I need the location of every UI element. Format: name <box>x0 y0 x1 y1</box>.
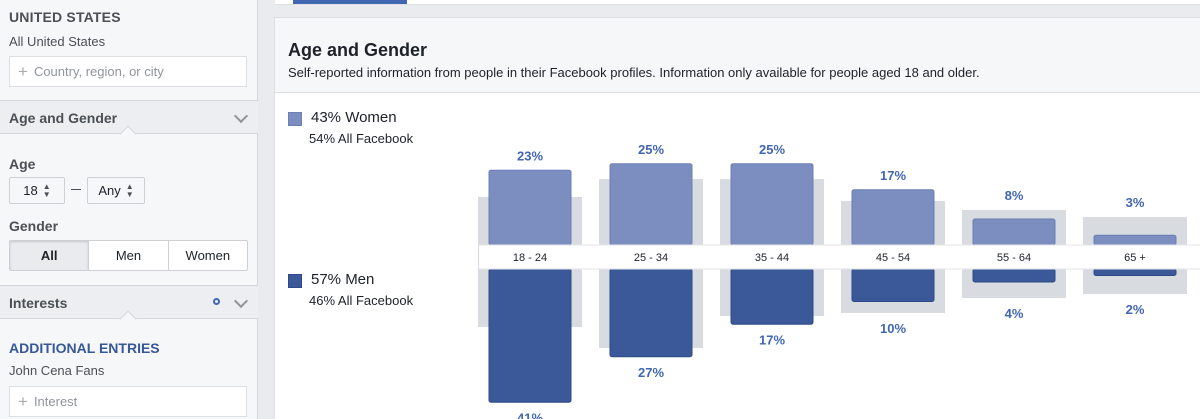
men-percent-label: 57% Men <box>311 271 375 288</box>
age-range-dash <box>71 189 81 190</box>
location-input-placeholder: Country, region, or city <box>33 64 164 79</box>
location-input[interactable]: + Country, region, or city <box>9 56 247 87</box>
divider <box>0 285 258 286</box>
chevron-down-icon[interactable] <box>233 293 249 309</box>
men-value-label: 10% <box>880 321 906 336</box>
men-bar <box>488 268 572 403</box>
age-min-value: 18 <box>23 183 38 198</box>
women-all-facebook-label: 54% All Facebook <box>309 131 414 146</box>
women-bar <box>730 163 814 246</box>
category-tick-label: 35 - 44 <box>755 252 789 264</box>
gender-label: Gender <box>9 218 59 234</box>
gender-segmented-control: All Men Women <box>9 240 248 271</box>
category-tick-label: 65 + <box>1124 252 1146 264</box>
women-value-label: 25% <box>638 142 664 157</box>
men-bar <box>851 268 935 302</box>
divider <box>0 100 258 101</box>
category-strip <box>479 245 1200 269</box>
interest-input[interactable]: + Interest <box>9 386 247 417</box>
card-title: Age and Gender <box>288 40 428 60</box>
men-value-label: 41% <box>517 410 543 419</box>
women-bar <box>1093 234 1177 246</box>
age-gender-card: Age and Gender Self-reported information… <box>274 17 1200 419</box>
active-tab-indicator[interactable] <box>293 0 407 4</box>
info-icon[interactable] <box>213 298 220 305</box>
card-subtitle: Self-reported information from people in… <box>288 65 980 80</box>
age-gender-header-label: Age and Gender <box>9 110 118 126</box>
women-swatch <box>288 112 302 126</box>
category-tick-label: 55 - 64 <box>997 252 1031 264</box>
category-tick-label: 18 - 24 <box>513 252 547 264</box>
category-tick-label: 25 - 34 <box>634 252 668 264</box>
updown-arrow-icon: ▲ ▼ <box>125 181 134 199</box>
women-bar <box>972 218 1056 246</box>
men-bar <box>730 268 814 325</box>
men-value-label: 4% <box>1005 306 1024 321</box>
category-tick-label: 45 - 54 <box>876 252 910 264</box>
age-min-select[interactable]: 18 ▲ ▼ <box>9 177 65 204</box>
location-title: UNITED STATES <box>9 9 121 25</box>
women-bar <box>488 169 572 246</box>
women-bar <box>609 163 693 246</box>
targeting-sidebar: UNITED STATES All United States + Countr… <box>0 0 258 419</box>
men-bar <box>972 268 1056 283</box>
men-all-facebook-label: 46% All Facebook <box>309 293 414 308</box>
plus-icon: + <box>18 62 28 81</box>
plus-icon: + <box>18 392 28 411</box>
chevron-down-icon[interactable] <box>233 108 249 124</box>
age-label: Age <box>9 156 36 172</box>
age-max-select[interactable]: Any ▲ ▼ <box>87 177 145 204</box>
women-value-label: 3% <box>1126 195 1145 210</box>
men-swatch <box>288 274 302 288</box>
women-value-label: 8% <box>1005 188 1024 203</box>
men-bar <box>609 268 693 358</box>
location-subtitle: All United States <box>9 34 106 49</box>
gender-women-button[interactable]: Women <box>167 241 247 270</box>
men-value-label: 17% <box>759 332 785 347</box>
age-max-value: Any <box>98 183 121 198</box>
interests-header-label: Interests <box>9 295 68 311</box>
tab-strip <box>275 0 1200 5</box>
men-value-label: 2% <box>1126 302 1145 317</box>
gender-men-button[interactable]: Men <box>88 241 167 270</box>
card-header: Age and Gender Self-reported information… <box>275 18 1200 93</box>
women-value-label: 25% <box>759 142 785 157</box>
men-bar <box>1093 268 1177 276</box>
updown-arrow-icon: ▲ ▼ <box>42 181 51 199</box>
age-gender-chart: 18 - 24 23% 41% 25 - 34 25% 27% 35 - 44 25% 17% 4… <box>478 142 1200 419</box>
interest-input-placeholder: Interest <box>33 394 78 409</box>
gender-all-button[interactable]: All <box>10 241 89 270</box>
men-value-label: 27% <box>638 365 664 380</box>
additional-entry-item: John Cena Fans <box>9 363 105 378</box>
women-percent-label: 43% Women <box>311 109 397 126</box>
women-value-label: 23% <box>517 148 543 163</box>
additional-entries-title: ADDITIONAL ENTRIES <box>9 340 160 356</box>
women-bar <box>851 189 935 246</box>
women-value-label: 17% <box>880 168 906 183</box>
